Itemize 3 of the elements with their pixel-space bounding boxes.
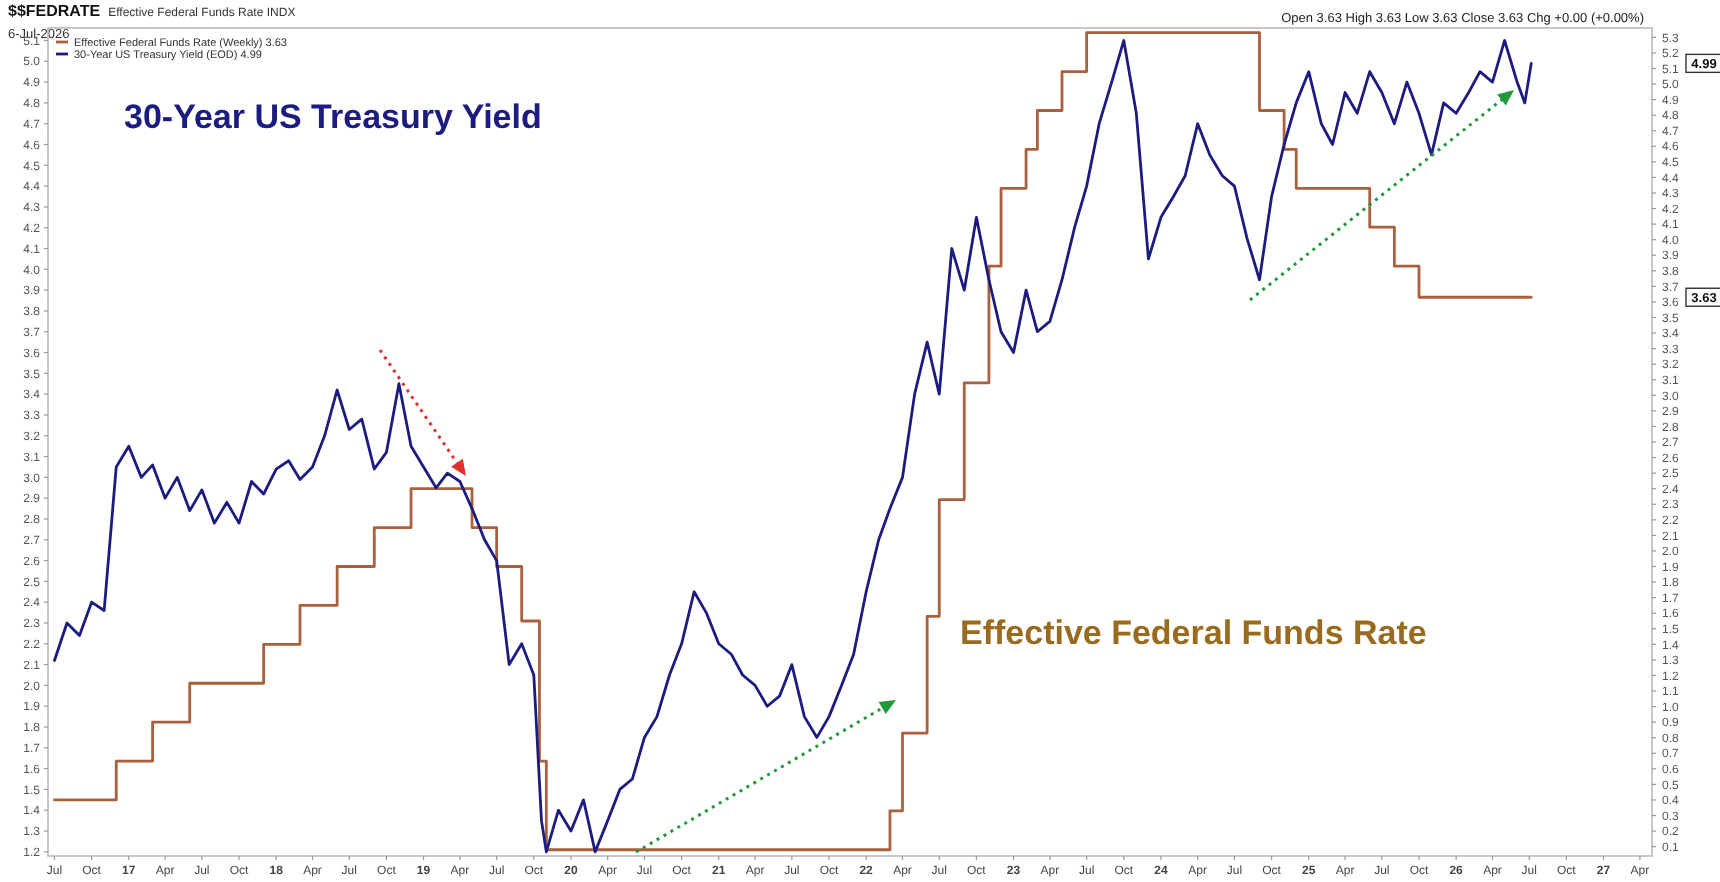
annotation: 30-Year US Treasury Yield bbox=[124, 98, 542, 136]
chart-title: $$FEDRATE bbox=[8, 2, 101, 20]
annotation: Effective Federal Funds Rate bbox=[960, 614, 1427, 652]
